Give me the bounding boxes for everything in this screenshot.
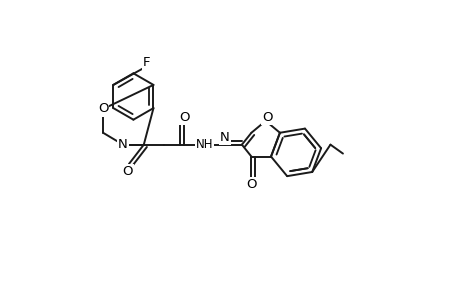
Text: N: N xyxy=(118,138,128,151)
Text: NH: NH xyxy=(195,138,213,151)
Text: O: O xyxy=(122,165,132,178)
Text: O: O xyxy=(246,178,256,191)
Text: N: N xyxy=(219,131,229,144)
Text: O: O xyxy=(261,111,272,124)
Text: O: O xyxy=(179,111,189,124)
Text: F: F xyxy=(143,56,150,68)
Text: O: O xyxy=(98,103,108,116)
